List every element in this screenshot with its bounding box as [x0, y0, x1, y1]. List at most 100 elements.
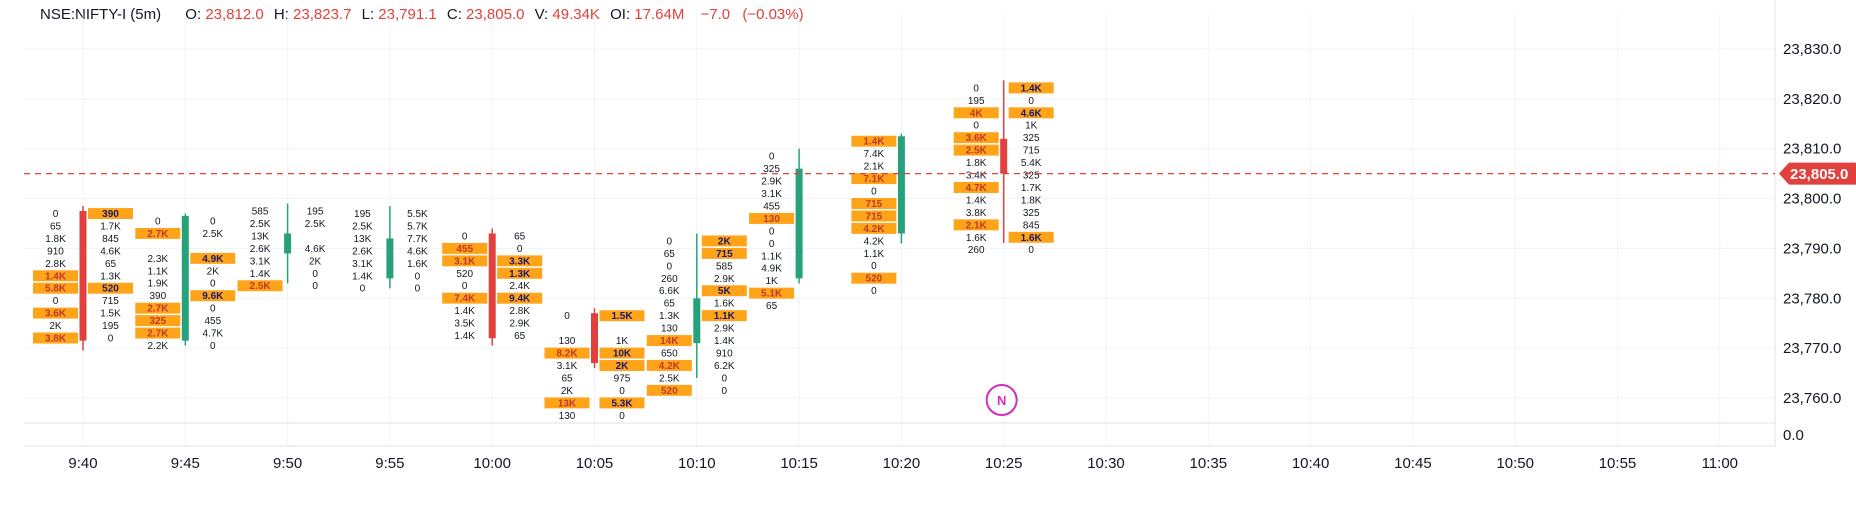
footprint-cell-value: 3.6K	[966, 133, 988, 144]
volume-label: V:	[534, 6, 549, 23]
candle-body[interactable]	[386, 238, 394, 279]
footprint-cell-value: 2.1K	[966, 220, 988, 231]
footprint-cell-value: 7.7K	[407, 234, 428, 245]
footprint-cell-value: 910	[716, 348, 733, 359]
footprint-cell-highlight	[33, 270, 78, 282]
footprint-cell-highlight	[442, 242, 488, 254]
footprint-cell-value: 65	[664, 249, 676, 260]
time-tick-label: 9:45	[171, 455, 200, 472]
footprint-cell-highlight	[599, 397, 645, 409]
footprint-bar[interactable]: 01308.2K3.1K652K13K1301.5K1K10K2K97505.3…	[544, 308, 645, 422]
footprint-cell-highlight	[953, 144, 999, 156]
candle-body[interactable]	[1000, 138, 1008, 174]
footprint-cell-highlight	[701, 285, 747, 297]
footprint-cell-highlight	[701, 247, 747, 259]
footprint-cell-value: 455	[456, 244, 473, 255]
footprint-cell-value: 2.6K	[250, 244, 271, 255]
footprint-bar[interactable]: 0651.8K9102.8K1.4K5.8K03.6K2K3.8K3901.7K…	[33, 206, 133, 351]
footprint-cell-value: 2.1K	[864, 162, 885, 173]
footprint-cell-value: 1.8K	[45, 234, 66, 245]
footprint-cell-value: 4.2K	[659, 361, 681, 372]
price-tick-label: 23,810.0	[1783, 141, 1841, 158]
footprint-cell-value: 455	[763, 201, 780, 212]
footprint-cell-value: 1.4K	[250, 269, 271, 280]
footprint-cell-highlight	[88, 208, 133, 219]
footprint-cell-value: 1.1K	[864, 249, 885, 260]
footprint-bar[interactable]: 04553.1K52007.4K1.4K3.5K1.4K6503.3K1.3K2…	[442, 228, 543, 346]
footprint-cell-value: 0	[462, 281, 468, 292]
candle-body[interactable]	[591, 313, 598, 364]
footprint-cell-value: 1.8K	[1021, 195, 1042, 206]
footprint-cell-value: 5.5K	[407, 209, 428, 220]
footprint-cell-value: 0	[415, 271, 421, 282]
footprint-cell-value: 910	[47, 246, 64, 257]
footprint-cell-highlight	[953, 219, 999, 231]
candle-body[interactable]	[897, 136, 905, 234]
footprint-cell-value: 1.4K	[966, 195, 987, 206]
low-value: 23,791.1	[378, 6, 437, 23]
footprint-cell-value: 4.6K	[305, 244, 326, 255]
footprint-cell-highlight	[442, 292, 488, 304]
time-tick-label: 9:55	[375, 455, 404, 472]
oi-value: 17.64M	[634, 6, 685, 23]
footprint-cell-value: 0	[312, 269, 318, 280]
footprint-cell-highlight	[701, 310, 747, 322]
footprint-cell-highlight	[599, 347, 645, 359]
time-tick-label: 10:45	[1394, 455, 1432, 472]
candle-body[interactable]	[795, 168, 803, 279]
news-badge-icon[interactable]	[985, 384, 1018, 416]
candle-body[interactable]	[79, 211, 87, 341]
candle-body[interactable]	[693, 298, 701, 344]
footprint-cell-value: 2K	[616, 361, 630, 372]
time-tick-label: 10:05	[576, 455, 614, 472]
price-tick-label: 23,790.0	[1783, 240, 1841, 257]
footprint-cell-value: 3.8K	[966, 208, 987, 219]
footprint-bar[interactable]: 5852.5K13K2.6K3.1K1.4K2.5K1952.5K4.6K2K0…	[237, 203, 326, 293]
footprint-cell-value: 65	[514, 231, 526, 242]
symbol-title[interactable]: NSE:NIFTY-I (5m)	[40, 6, 162, 23]
candle-body[interactable]	[181, 216, 189, 341]
candle-body[interactable]	[284, 233, 292, 254]
footprint-cell-value: 0	[415, 284, 421, 295]
footprint-cell-value: 130	[763, 214, 780, 225]
footprint-cell-highlight	[33, 307, 78, 319]
footprint-cell-value: 2.9K	[761, 177, 782, 188]
footprint-cell-value: 6.2K	[714, 361, 735, 372]
footprint-cell-value: 390	[149, 291, 166, 302]
footprint-bar[interactable]: 06502606.6K651.3K13014K6504.2K2.5K5202K7…	[646, 233, 747, 397]
footprint-bar[interactable]: 01954K03.6K2.5K1.8K3.4K4.7K1.4K3.8K2.1K1…	[953, 80, 1054, 256]
footprint-cell-value: 0	[210, 304, 216, 315]
footprint-cell-value: 4.6K	[1021, 108, 1043, 119]
footprint-cell-highlight	[851, 135, 897, 147]
footprint-cell-value: 0	[619, 411, 625, 422]
footprint-cell-value: 0	[619, 386, 625, 397]
footprint-cell-value: 1.1K	[714, 311, 736, 322]
footprint-bar[interactable]: 02.7K2.3K1.1K1.9K3902.7K3252.7K2.2K02.5K…	[135, 213, 236, 352]
footprint-cell-highlight	[1008, 107, 1054, 119]
footprint-cell-value: 0	[108, 334, 114, 345]
candle-body[interactable]	[488, 233, 496, 339]
footprint-cell-highlight	[190, 252, 236, 264]
footprint-cell-value: 845	[102, 234, 119, 245]
footprint-cell-value: 4.9K	[761, 264, 782, 275]
footprint-cell-value: 65	[561, 373, 573, 384]
footprint-cell-value: 4.6K	[407, 246, 428, 257]
footprint-cell-value: 2.7K	[147, 329, 169, 340]
footprint-cell-value: 3.3K	[509, 256, 531, 267]
footprint-cell-value: 2.5K	[966, 146, 988, 157]
footprint-cell-value: 7.1K	[863, 174, 885, 185]
footprint-cell-value: 715	[866, 199, 883, 210]
footprint-cell-highlight	[88, 282, 133, 294]
footprint-cell-value: 1.9K	[148, 279, 169, 290]
high-value: 23,823.7	[293, 6, 352, 23]
footprint-cell-value: 0	[973, 83, 979, 94]
footprint-cell-value: 2.5K	[659, 373, 680, 384]
footprint-cell-value: 9.6K	[202, 291, 224, 302]
current-price-tag	[1779, 162, 1856, 185]
footprint-cell-value: 3.5K	[454, 319, 475, 330]
footprint-cell-value: 260	[661, 274, 678, 285]
